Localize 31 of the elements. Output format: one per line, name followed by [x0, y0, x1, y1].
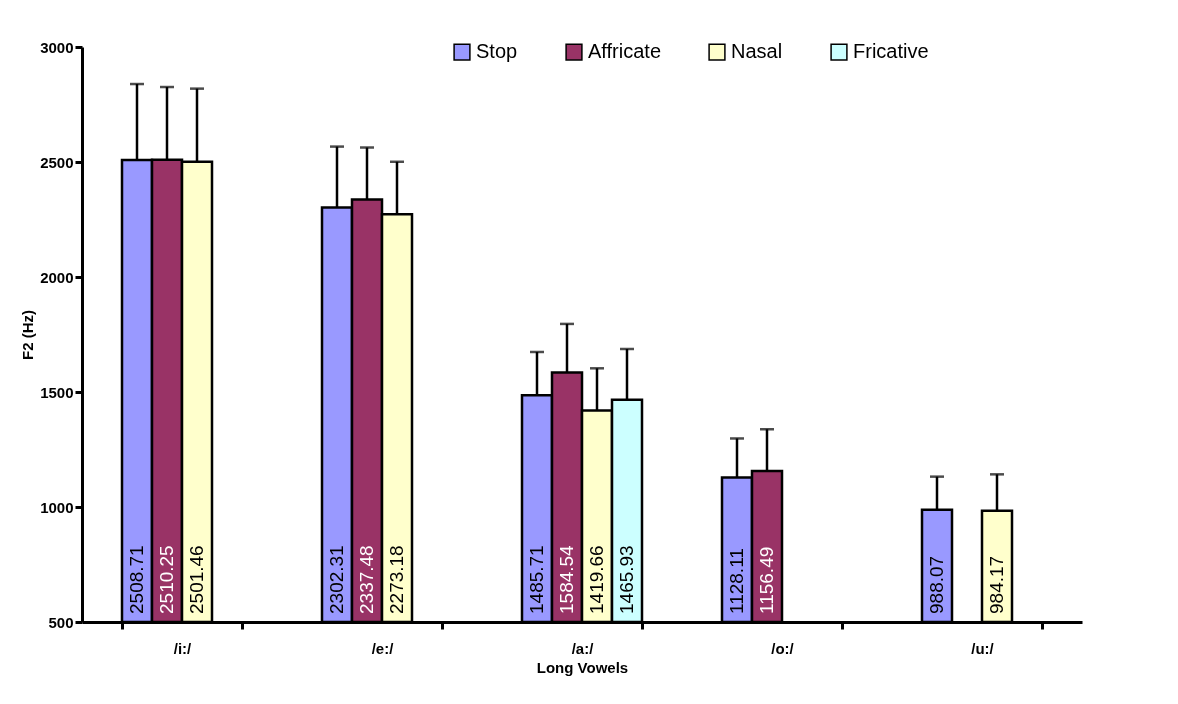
x-axis-title: Long Vowels — [536, 658, 629, 676]
data-label: 2510.25 — [156, 545, 177, 614]
legend-label: Nasal — [731, 40, 783, 63]
y-tick-label: 1000 — [40, 498, 74, 516]
data-label: 1485.71 — [526, 545, 547, 614]
x-tick-label: /e:/ — [371, 639, 395, 657]
legend-label: Affricate — [588, 40, 661, 63]
y-tick-label: 3000 — [40, 38, 74, 56]
data-label: 1128.11 — [726, 548, 747, 614]
data-label: 1419.66 — [586, 545, 607, 614]
data-label: 1465.93 — [616, 545, 637, 614]
y-tick-label: 1500 — [40, 383, 74, 401]
x-tick-label: /a:/ — [571, 639, 595, 657]
data-label: 2337.48 — [356, 545, 377, 614]
y-tick-label: 500 — [48, 613, 74, 631]
data-label: 988.07 — [926, 555, 947, 614]
data-label: 2302.31 — [326, 545, 347, 614]
data-label: 2273.18 — [386, 545, 407, 614]
y-axis-title: F2 (Hz) — [19, 310, 37, 360]
data-label: 2501.46 — [186, 545, 207, 614]
x-tick-label: /i:/ — [173, 639, 193, 657]
legend-label: Stop — [476, 40, 518, 63]
x-tick-label: /o:/ — [771, 639, 795, 657]
x-tick-label: /u:/ — [971, 639, 995, 657]
data-label: 2508.71 — [126, 545, 147, 614]
data-label: 1156.49 — [756, 546, 777, 614]
y-tick-label: 2000 — [40, 268, 74, 286]
legend-label: Fricative — [853, 40, 929, 63]
data-label: 1584.54 — [556, 544, 577, 614]
data-label: 984.17 — [986, 555, 1007, 614]
y-tick-label: 2500 — [40, 153, 74, 171]
